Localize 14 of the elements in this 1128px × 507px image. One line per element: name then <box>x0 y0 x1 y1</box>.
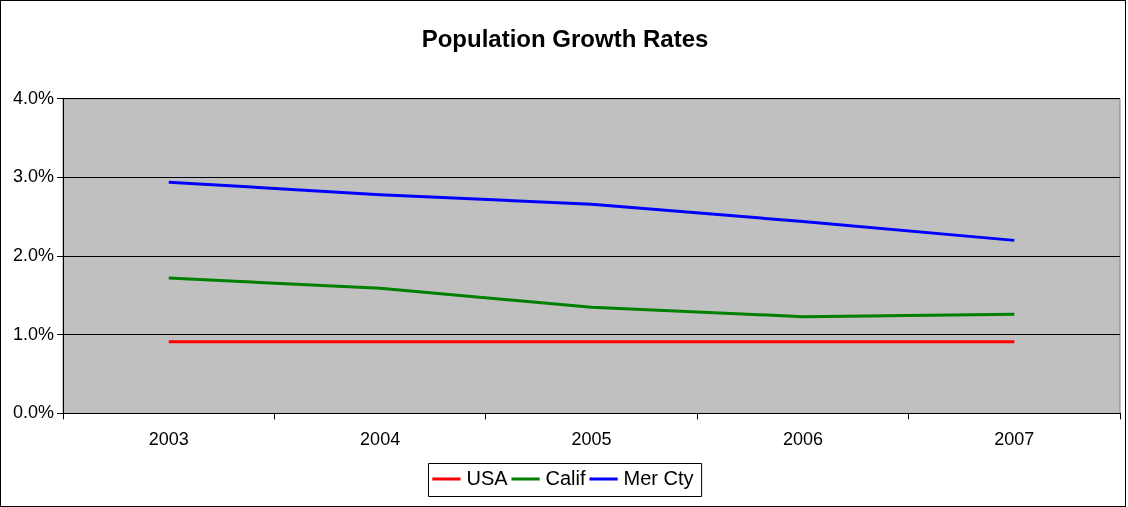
y-tick-label: 2.0% <box>13 245 55 266</box>
y-tick-label: 0.0% <box>13 402 55 423</box>
chart-title: Population Growth Rates <box>421 25 709 53</box>
legend-label: USA <box>466 466 509 489</box>
legend-label: Mer Cty <box>623 466 694 489</box>
x-tick-label: 2007 <box>994 429 1035 450</box>
y-tick-label: 4.0% <box>13 87 55 108</box>
y-tick-label: 1.0% <box>13 323 55 344</box>
x-tick-label: 2006 <box>782 429 823 450</box>
x-tick-label: 2004 <box>360 429 401 450</box>
x-tick-label: 2005 <box>571 429 612 450</box>
y-tick-label: 3.0% <box>13 166 55 187</box>
x-tick-label: 2003 <box>148 429 189 450</box>
legend-label: Calif <box>545 466 587 489</box>
